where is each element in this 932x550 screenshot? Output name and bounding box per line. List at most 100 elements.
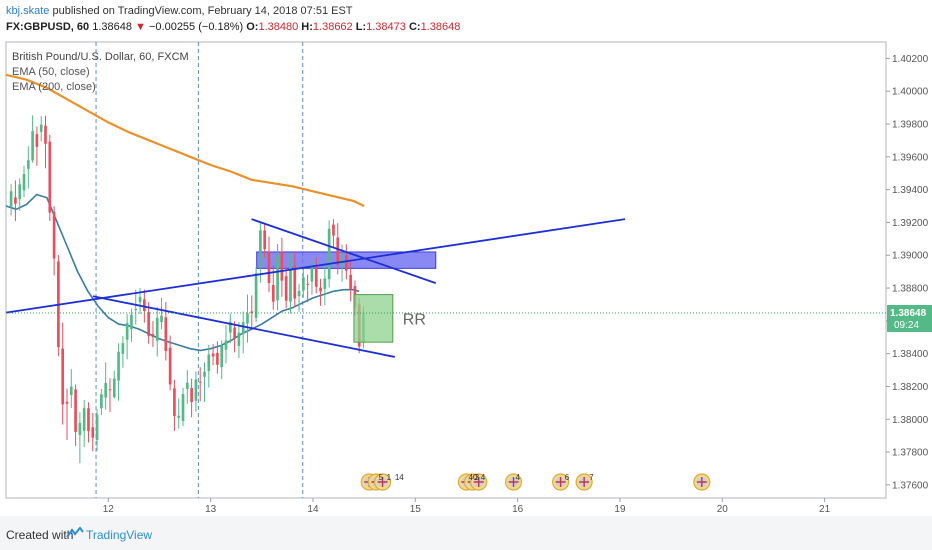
candle-28	[130, 308, 133, 342]
event-count-6: 4	[516, 473, 521, 482]
current-price-badge	[887, 304, 932, 332]
candle-24	[112, 370, 116, 399]
published-text: published on TradingView.com, February 1…	[52, 5, 353, 17]
badge-price: 1.38648	[890, 308, 927, 319]
candle-9	[48, 134, 52, 221]
economic-event-flag-icon-5[interactable]	[470, 473, 488, 491]
candle-1	[14, 180, 17, 221]
candle-0	[9, 184, 13, 216]
candle-73	[323, 265, 327, 305]
high-label: H:	[301, 21, 313, 33]
candle-6	[35, 126, 39, 166]
down-arrow-icon: ▼	[135, 21, 146, 33]
chart-header: kbj.skate published on TradingView.com, …	[0, 0, 932, 38]
x-tick-label-6: 20	[717, 504, 729, 515]
candle-75	[332, 219, 335, 247]
candle-22	[104, 362, 107, 410]
candle-71	[314, 257, 318, 294]
trendline-1[interactable]	[251, 218, 437, 284]
candle-57	[254, 267, 258, 323]
last-price: 1.38648	[92, 21, 132, 33]
y-tick-label-3: 1.39600	[892, 152, 929, 163]
low-value: 1.38473	[366, 21, 406, 33]
event-count-2: 14	[395, 473, 404, 482]
x-tick-label-4: 16	[512, 504, 524, 515]
economic-event-flag-icon-7[interactable]	[552, 473, 570, 491]
candle-26	[121, 336, 125, 368]
candle-5	[31, 115, 34, 163]
price-change: −0.00255 (−0.18%)	[148, 21, 244, 33]
candle-29	[134, 289, 138, 325]
candle-74	[327, 220, 331, 288]
close-value: 1.38648	[420, 21, 461, 33]
candle-40	[181, 387, 185, 427]
risk-reward-box[interactable]	[353, 294, 394, 343]
y-tick-label-4: 1.39400	[892, 185, 929, 196]
candle-48	[216, 341, 219, 374]
candle-27	[125, 314, 129, 360]
event-count-1: 1	[387, 473, 392, 482]
x-tick-label-5: 19	[614, 504, 626, 515]
economic-event-flag-icon-2[interactable]	[373, 473, 392, 491]
candle-14	[69, 369, 73, 408]
event-count-7: 6	[565, 473, 570, 482]
price-chart[interactable]: RR 1.40200 1.40000 1.39800 1.39600 1.39400 1.…	[0, 38, 932, 516]
event-count-0: 5	[378, 473, 383, 482]
x-tick-label-0: 12	[103, 504, 115, 515]
candle-64	[284, 267, 288, 309]
ema200-line	[5, 73, 365, 207]
candle-65	[289, 253, 292, 314]
author-link[interactable]: kbj.skate	[6, 5, 50, 17]
candle-35	[160, 297, 163, 330]
trendline-0[interactable]	[5, 218, 626, 314]
economic-event-flag-icon-9[interactable]	[693, 473, 711, 491]
x-tick-label-1: 13	[205, 504, 217, 515]
y-tick-label-2: 1.39800	[892, 120, 929, 131]
footer-bar: Created with TradingView	[0, 516, 932, 550]
trendline-2[interactable]	[92, 295, 396, 358]
candle-32	[147, 302, 150, 344]
publish-info: kbj.skate published on TradingView.com, …	[6, 5, 353, 17]
y-tick-label-6: 1.39000	[892, 251, 929, 262]
legend-ema200[interactable]: EMA (200, close)	[12, 81, 96, 93]
y-tick-label-12: 1.37800	[892, 448, 929, 459]
candle-4	[26, 146, 30, 189]
economic-event-flag-icon-8[interactable]	[575, 473, 593, 491]
candle-46	[207, 344, 211, 388]
legend-ema50[interactable]: EMA (50, close)	[12, 66, 90, 78]
candle-12	[61, 322, 65, 425]
candle-60	[267, 236, 271, 293]
rr-label: RR	[403, 311, 426, 328]
low-label: L:	[355, 21, 367, 33]
candle-25	[117, 343, 120, 401]
created-with-text: Created with	[6, 528, 74, 542]
candle-34	[155, 306, 159, 357]
candle-62	[276, 243, 279, 311]
event-count-5: 4	[481, 473, 486, 482]
candle-43	[194, 371, 198, 412]
event-count-4: 3	[475, 473, 480, 482]
y-tick-label-10: 1.38200	[892, 382, 929, 393]
x-tick-label-2: 14	[307, 504, 319, 515]
y-tick-label-11: 1.38000	[892, 415, 929, 426]
event-count-3: 40	[469, 473, 478, 482]
candle-66	[293, 252, 297, 308]
candle-68	[302, 265, 305, 298]
event-count-8: 7	[589, 473, 594, 482]
candle-69	[306, 274, 309, 303]
candle-67	[297, 283, 301, 312]
tradingview-logo-icon	[66, 526, 84, 538]
tradingview-brand-link[interactable]: TradingView	[86, 528, 153, 542]
candle-41	[185, 370, 189, 404]
candle-21	[100, 388, 103, 416]
candle-7	[39, 116, 43, 142]
plot-area	[5, 41, 887, 499]
badge-countdown: 09:24	[894, 320, 919, 331]
candle-53	[237, 321, 241, 359]
candle-23	[108, 378, 112, 413]
x-tick-label-7: 21	[819, 504, 831, 515]
candle-47	[211, 344, 215, 366]
candle-44	[198, 367, 202, 402]
economic-event-flag-icon-6[interactable]	[504, 473, 523, 491]
candle-56	[250, 295, 254, 331]
